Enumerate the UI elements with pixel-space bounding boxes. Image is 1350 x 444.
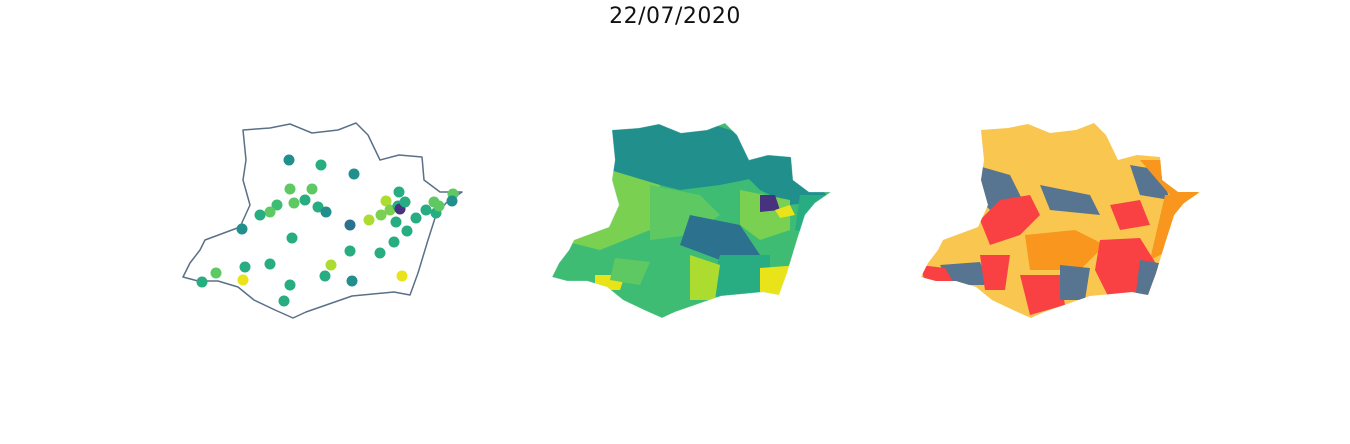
- region-capital-east: [775, 205, 795, 218]
- point-marker: [196, 276, 208, 288]
- point-marker: [346, 275, 358, 287]
- point-marker: [374, 247, 386, 259]
- point-marker: [375, 209, 387, 221]
- point-marker: [284, 279, 296, 291]
- point-marker: [283, 154, 295, 166]
- point-marker: [236, 223, 248, 235]
- point-marker: [344, 219, 356, 231]
- point-marker: [315, 159, 327, 171]
- point-marker: [396, 270, 408, 282]
- point-marker: [210, 267, 222, 279]
- region-southwest-b: [610, 258, 650, 285]
- risk-south-slate: [1060, 265, 1090, 300]
- point-marker: [306, 183, 318, 195]
- point-marker: [320, 206, 332, 218]
- risk-west-red-b: [980, 255, 1010, 290]
- point-marker: [446, 195, 458, 207]
- risk-east-orange-b: [1160, 210, 1185, 250]
- point-marker: [237, 274, 249, 286]
- point-marker: [325, 259, 337, 271]
- point-marker: [264, 206, 276, 218]
- risk-center-orange: [1025, 230, 1105, 270]
- region-capital: [760, 195, 780, 212]
- point-marker: [254, 209, 266, 221]
- viridis-outline: [551, 122, 832, 319]
- state-outline: [182, 122, 463, 319]
- risk-se-slate: [1135, 260, 1170, 300]
- point-marker: [433, 200, 445, 212]
- point-marker: [380, 195, 392, 207]
- risk-capital-red: [1110, 200, 1150, 230]
- point-marker: [239, 261, 251, 273]
- point-marker: [348, 168, 360, 180]
- point-marker: [401, 225, 413, 237]
- point-marker: [312, 201, 324, 213]
- point-marker: [390, 216, 402, 228]
- point-marker: [286, 232, 298, 244]
- point-marker: [410, 212, 422, 224]
- point-marker: [388, 236, 400, 248]
- point-markers: [196, 154, 459, 307]
- point-marker: [319, 270, 331, 282]
- risk-band-slate: [1040, 185, 1100, 215]
- point-marker: [278, 295, 290, 307]
- point-marker: [299, 194, 311, 206]
- point-marker: [393, 186, 405, 198]
- point-marker: [264, 258, 276, 270]
- risk-west-red: [980, 195, 1040, 245]
- region-center: [680, 215, 760, 260]
- point-marker: [363, 214, 375, 226]
- risk-far-west-slate: [940, 262, 990, 285]
- region-south-a: [690, 255, 720, 300]
- point-marker: [271, 199, 283, 211]
- point-marker: [284, 183, 296, 195]
- point-marker: [420, 204, 432, 216]
- point-marker: [288, 197, 300, 209]
- point-marker: [399, 196, 411, 208]
- point-marker: [344, 245, 356, 257]
- risk-regions: [921, 123, 1200, 318]
- risk-south-west-red: [1020, 275, 1065, 315]
- figure-title: 22/07/2020: [609, 4, 741, 29]
